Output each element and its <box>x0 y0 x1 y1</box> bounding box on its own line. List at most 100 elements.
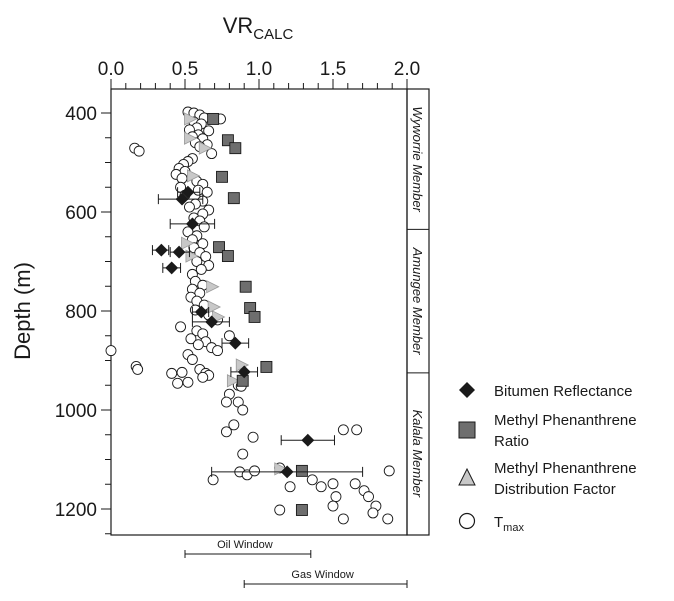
x-axis: 0.0 0.5 1.0 1.5 2.0 <box>98 59 420 89</box>
y-axis-title: Depth (m) <box>10 262 35 360</box>
legend-label: Bitumen Reflectance <box>494 383 632 400</box>
circle-point <box>237 404 249 416</box>
triangle-icon <box>458 467 476 486</box>
square-point <box>260 360 273 373</box>
legend-item: Tmax <box>458 512 524 534</box>
square-point <box>295 504 308 516</box>
x-tick-label: 1.0 <box>246 59 272 80</box>
y-axis: 400 600 800 1000 1200 <box>55 104 111 535</box>
circle-point <box>197 371 209 383</box>
diamond-point <box>165 261 179 275</box>
x-axis-title: VRCALC <box>223 13 294 43</box>
legend-item: Bitumen Reflectance <box>459 382 632 400</box>
member-label: Wyworrie Member <box>410 106 425 212</box>
square-point <box>229 142 242 155</box>
member-label: Kalala Member <box>410 410 425 498</box>
circle-point <box>176 172 188 184</box>
circle-point <box>247 431 259 443</box>
x-tick-label: 1.5 <box>320 59 346 80</box>
square-point <box>207 112 220 125</box>
circle-point <box>172 377 184 389</box>
circle-point <box>383 465 395 477</box>
y-tick-label: 600 <box>65 203 97 224</box>
diamond-point <box>181 185 195 199</box>
circle-point <box>186 354 198 365</box>
circle-point <box>201 186 213 198</box>
circle-point <box>330 491 342 503</box>
circle-point <box>195 263 207 275</box>
y-tick-label: 1200 <box>55 500 97 521</box>
circle-point <box>337 424 349 436</box>
series-methyl-phenanthrene-ratio <box>207 112 308 516</box>
y-tick-label: 400 <box>65 104 97 125</box>
circle-point <box>223 330 235 342</box>
circle-point <box>132 363 144 375</box>
triangle-point <box>185 249 199 263</box>
plot-area <box>105 106 395 525</box>
legend-label: Methyl Phenanthrene <box>494 412 637 429</box>
circle-point <box>198 221 210 233</box>
member-column <box>406 88 430 536</box>
diamond-point <box>175 192 189 206</box>
maturity-windows: Oil Window Gas Window <box>184 539 408 588</box>
circle-point <box>237 448 249 460</box>
triangle-point <box>184 131 198 145</box>
y-tick-label: 800 <box>65 302 97 323</box>
diamond-point <box>228 336 242 350</box>
circle-point <box>192 339 204 351</box>
circle-point <box>203 125 215 137</box>
x-tick-label: 0.5 <box>172 59 198 80</box>
circle-point <box>133 145 145 157</box>
window-label: Gas Window <box>291 569 353 581</box>
circle-point <box>367 507 379 519</box>
circle-icon <box>458 512 476 530</box>
legend-label: Methyl Phenanthrene <box>494 460 637 477</box>
square-point <box>213 241 225 254</box>
triangle-point <box>206 280 220 294</box>
triangle-point <box>226 374 241 388</box>
diamond-point <box>154 243 168 257</box>
triangle-point <box>198 141 213 155</box>
triangle-point <box>181 236 195 250</box>
triangle-point <box>186 169 201 183</box>
diamond-point <box>194 305 208 319</box>
legend-label-line2: Ratio <box>494 433 529 450</box>
square-point <box>236 374 249 387</box>
diamond-point <box>280 465 294 479</box>
square-point <box>216 170 228 183</box>
window-label: Oil Window <box>217 539 273 551</box>
square-point <box>227 192 240 205</box>
circle-point <box>183 201 195 213</box>
square-icon <box>458 421 476 439</box>
circle-point <box>363 491 374 503</box>
legend: Bitumen Reflectance Methyl Phenanthrene Ra… <box>458 382 637 534</box>
circle-point <box>382 513 394 525</box>
member-labels: Wyworrie Member Amungee Member Kalala Memb… <box>407 106 429 498</box>
legend-label: Tmax <box>494 514 524 534</box>
diamond-icon <box>459 382 475 398</box>
circle-point <box>228 419 240 431</box>
circle-point <box>182 376 194 388</box>
x-tick-label: 2.0 <box>394 59 420 80</box>
diamond-point <box>301 433 315 447</box>
circle-point <box>220 426 232 438</box>
circle-point <box>206 148 218 160</box>
circle-point <box>220 396 232 408</box>
triangle-point <box>207 300 222 314</box>
circle-point <box>315 481 327 493</box>
x-axis-title-subscript: CALC <box>253 26 293 43</box>
circle-point <box>337 513 349 525</box>
square-point <box>221 250 234 263</box>
series-bitumen-reflectance <box>151 185 364 479</box>
circle-point <box>284 481 296 493</box>
y-tick-label: 1000 <box>55 401 97 422</box>
square-point <box>295 464 308 477</box>
square-point <box>221 134 234 147</box>
member-label: Amungee Member <box>410 247 425 356</box>
circle-point <box>166 367 178 379</box>
circle-point <box>176 366 188 378</box>
circle-point <box>249 465 261 477</box>
circle-point <box>185 333 197 345</box>
circle-point <box>212 345 224 357</box>
